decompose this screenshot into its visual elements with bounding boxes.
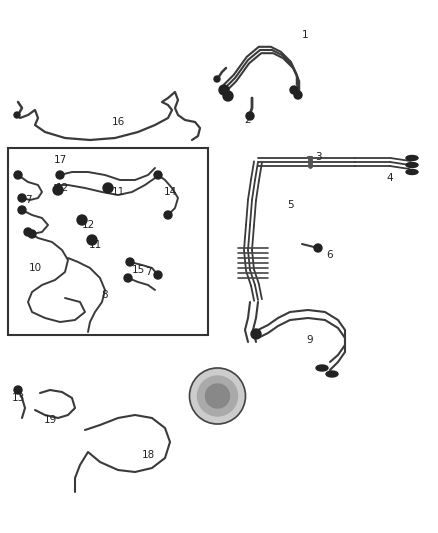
Text: 14: 14 xyxy=(163,187,177,197)
Text: 7: 7 xyxy=(145,267,151,277)
Text: 12: 12 xyxy=(55,183,69,193)
Text: 4: 4 xyxy=(387,173,393,183)
Circle shape xyxy=(214,76,220,82)
Text: 12: 12 xyxy=(81,220,95,230)
Circle shape xyxy=(14,171,22,179)
Circle shape xyxy=(294,91,302,99)
Circle shape xyxy=(103,183,113,193)
Text: 13: 13 xyxy=(11,393,25,403)
Circle shape xyxy=(77,215,87,225)
Circle shape xyxy=(290,86,298,94)
Circle shape xyxy=(314,244,322,252)
Text: 3: 3 xyxy=(314,152,321,162)
Text: 2: 2 xyxy=(245,115,251,125)
Text: 11: 11 xyxy=(88,240,102,250)
Text: 19: 19 xyxy=(43,415,57,425)
Ellipse shape xyxy=(316,365,328,371)
Circle shape xyxy=(14,386,22,394)
Circle shape xyxy=(246,112,254,120)
Circle shape xyxy=(56,171,64,179)
Circle shape xyxy=(14,112,20,118)
Text: 18: 18 xyxy=(141,450,155,460)
Circle shape xyxy=(190,368,246,424)
Ellipse shape xyxy=(406,169,418,174)
Text: 10: 10 xyxy=(28,263,42,273)
Circle shape xyxy=(126,258,134,266)
Ellipse shape xyxy=(406,156,418,160)
Text: 15: 15 xyxy=(131,265,145,275)
Circle shape xyxy=(219,85,229,95)
Circle shape xyxy=(205,384,230,408)
Circle shape xyxy=(53,185,63,195)
Circle shape xyxy=(28,230,36,238)
Circle shape xyxy=(124,274,132,282)
Text: 16: 16 xyxy=(111,117,125,127)
Circle shape xyxy=(198,376,237,416)
Text: 5: 5 xyxy=(287,200,293,210)
Text: 11: 11 xyxy=(111,187,125,197)
Circle shape xyxy=(223,91,233,101)
Text: 17: 17 xyxy=(53,155,67,165)
Circle shape xyxy=(24,228,32,236)
Text: 6: 6 xyxy=(327,250,333,260)
Circle shape xyxy=(18,206,26,214)
Circle shape xyxy=(154,271,162,279)
Text: 7: 7 xyxy=(25,195,31,205)
Text: 1: 1 xyxy=(302,30,308,40)
Circle shape xyxy=(164,211,172,219)
Circle shape xyxy=(154,171,162,179)
Circle shape xyxy=(18,194,26,202)
Ellipse shape xyxy=(326,371,338,377)
Text: 9: 9 xyxy=(307,335,313,345)
Bar xyxy=(8,148,208,335)
Circle shape xyxy=(251,329,261,339)
Ellipse shape xyxy=(406,163,418,167)
Text: 8: 8 xyxy=(102,290,108,300)
Circle shape xyxy=(87,235,97,245)
